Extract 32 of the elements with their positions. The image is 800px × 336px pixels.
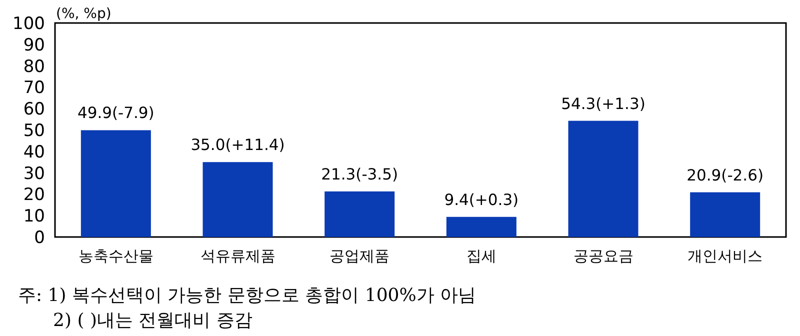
y-tick-label: 20: [23, 185, 45, 206]
y-tick-label: 60: [23, 100, 45, 120]
x-tick-label: 공업제품: [330, 247, 390, 265]
y-tick-label: 10: [23, 206, 45, 227]
y-tick-label: 0: [34, 228, 45, 248]
bar: [80, 130, 151, 237]
y-tick-label: 80: [23, 56, 45, 77]
data-label: 9.4(+0.3): [444, 190, 519, 209]
bar: [568, 120, 638, 237]
bar: [324, 191, 395, 237]
y-tick-label: 50: [23, 121, 45, 141]
data-label: 35.0(+11.4): [190, 136, 285, 154]
data-label: 54.3(+1.3): [561, 94, 646, 113]
bar: [446, 216, 516, 237]
y-axis-title: (%, %p): [56, 6, 112, 22]
y-tick-label: 40: [23, 142, 45, 162]
y-tick-label: 90: [23, 35, 45, 56]
y-tick-label: 70: [23, 78, 45, 98]
data-label: 20.9(-2.6): [686, 166, 764, 184]
text: 2) ( )내는 전월대비 증감: [53, 310, 252, 331]
x-tick-label: 농축수산물: [78, 247, 154, 265]
x-tick-label: 집세: [466, 247, 496, 265]
bar: [202, 162, 273, 237]
text: 주: 1) 복수선택이 가능한 문항으로 총합이 100%가 아님: [18, 285, 476, 306]
data-label: 21.3(-3.5): [321, 165, 398, 184]
x-tick-label: 공공요금: [573, 247, 634, 265]
data-label: 49.9(-7.9): [77, 104, 154, 122]
bar: [690, 192, 760, 237]
y-tick-label: 30: [23, 164, 45, 184]
x-tick-label: 석유류제품: [200, 247, 276, 265]
x-tick-label: 개인서비스: [688, 247, 763, 265]
y-tick-label: 100: [12, 14, 45, 34]
